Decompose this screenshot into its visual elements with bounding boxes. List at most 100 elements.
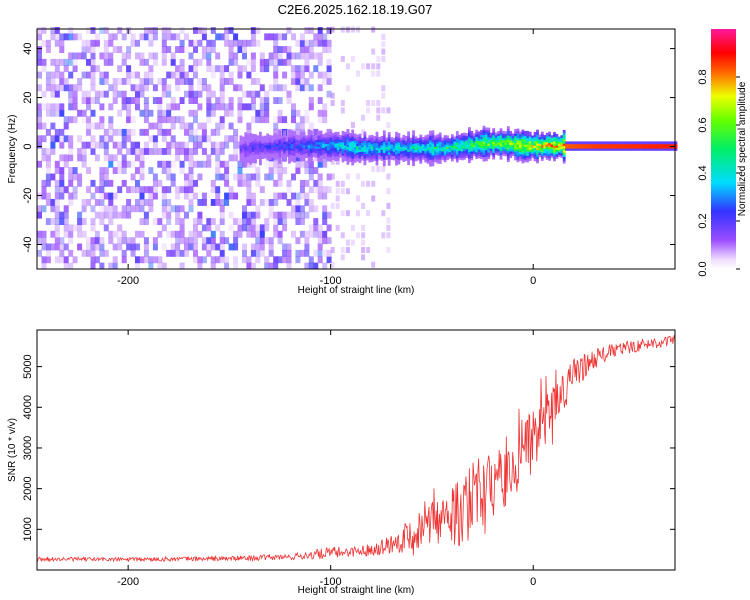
heatmap-cell: [555, 136, 559, 139]
heatmap-cell: [371, 63, 376, 70]
heatmap-cell: [353, 137, 357, 141]
heatmap-cell: [526, 139, 530, 143]
heatmap-cell: [523, 137, 527, 141]
heatmap-cell: [599, 143, 603, 147]
heatmap-cell: [521, 145, 525, 148]
heatmap-cell: [329, 154, 333, 158]
heatmap-cell: [570, 141, 573, 145]
heatmap-cell: [246, 230, 252, 238]
heatmap-cell: [268, 141, 272, 145]
heatmap-cell: [103, 224, 109, 232]
heatmap-cell: [239, 157, 243, 161]
x-tick-label: -200: [117, 275, 139, 287]
heatmap-cell: [193, 256, 198, 264]
heatmap-cell: [94, 141, 100, 149]
heatmap-cell: [429, 146, 432, 149]
heatmap-cell: [295, 199, 301, 206]
heatmap-cell: [548, 140, 551, 144]
heatmap-cell: [237, 224, 243, 232]
heatmap-cell: [536, 147, 539, 151]
heatmap-cell: [256, 143, 260, 146]
heatmap-cell: [152, 141, 158, 149]
heatmap-cell: [81, 141, 87, 149]
heatmap-cell: [572, 143, 576, 147]
heatmap-cell: [392, 157, 396, 161]
heatmap-cell: [582, 143, 585, 147]
heatmap-cell: [409, 153, 413, 156]
heatmap-cell: [553, 154, 556, 157]
heatmap-cell: [210, 199, 216, 206]
heatmap-cell: [130, 128, 136, 136]
heatmap-cell: [424, 139, 428, 143]
heatmap-cell: [465, 150, 469, 154]
heatmap-cell: [397, 148, 401, 152]
heatmap-cell: [392, 140, 396, 143]
heatmap-cell: [468, 142, 471, 146]
heatmap-cell: [645, 143, 649, 147]
heatmap-cell: [143, 128, 149, 136]
snr-y-axis-label: SNR (10 * v/v): [7, 418, 18, 482]
heatmap-cell: [81, 71, 87, 79]
heatmap-cell: [201, 199, 207, 206]
heatmap-cell: [90, 58, 96, 66]
heatmap-cell: [441, 139, 445, 143]
heatmap-cell: [288, 141, 291, 144]
heatmap-cell: [385, 155, 389, 158]
heatmap-cell: [135, 262, 140, 270]
heatmap-cell: [589, 148, 593, 151]
heatmap-cell: [451, 158, 454, 162]
heatmap-cell: [152, 58, 158, 66]
heatmap-cell: [283, 143, 287, 147]
heatmap-cell: [268, 150, 272, 154]
heatmap-cell: [256, 145, 260, 149]
heatmap-cell: [453, 145, 457, 149]
heatmap-cell: [548, 133, 551, 137]
heatmap-cell: [509, 142, 513, 145]
heatmap-cell: [626, 143, 629, 147]
heatmap-cell: [117, 243, 123, 251]
heatmap-cell: [117, 224, 123, 232]
heatmap-cell: [331, 155, 335, 158]
heatmap-cell: [334, 158, 338, 162]
heatmap-cell: [390, 157, 393, 160]
heatmap-cell: [358, 136, 362, 139]
heatmap-cell: [324, 134, 328, 138]
heatmap-cell: [365, 155, 369, 159]
heatmap-cell: [307, 144, 311, 148]
heatmap-cell: [366, 107, 371, 114]
heatmap-cell: [112, 97, 118, 104]
heatmap-cell: [94, 211, 100, 219]
heatmap-cell: [77, 33, 83, 41]
heatmap-cell: [402, 145, 406, 149]
heatmap-cell: [492, 156, 496, 160]
heatmap-cell: [50, 78, 56, 85]
heatmap-cell: [453, 149, 457, 153]
heatmap-cell: [261, 149, 265, 153]
heatmap-cell: [468, 144, 471, 148]
heatmap-cell: [201, 192, 207, 200]
heatmap-cell: [329, 147, 333, 151]
heatmap-cell: [266, 135, 270, 139]
heatmap-cell: [463, 141, 466, 145]
heatmap-cell: [300, 145, 304, 149]
heatmap-cell: [536, 154, 539, 157]
heatmap-cell: [300, 158, 304, 162]
heatmap-cell: [572, 145, 576, 149]
heatmap-cell: [117, 78, 123, 85]
heatmap-cell: [188, 39, 194, 47]
heatmap-cell: [548, 136, 551, 139]
heatmap-cell: [215, 65, 221, 73]
heatmap-cell: [166, 84, 172, 92]
heatmap-cell: [103, 27, 109, 34]
heatmap-cell: [647, 145, 651, 149]
heatmap-cell: [166, 205, 172, 213]
heatmap-cell: [373, 155, 376, 159]
heatmap-cell: [312, 141, 316, 144]
heatmap-cell: [293, 150, 296, 154]
heatmap-cell: [351, 138, 355, 142]
heatmap-cell: [553, 134, 556, 138]
heatmap-cell: [516, 155, 520, 158]
heatmap-cell: [233, 52, 239, 60]
heatmap-cell: [45, 71, 51, 79]
heatmap-cell: [135, 230, 140, 238]
